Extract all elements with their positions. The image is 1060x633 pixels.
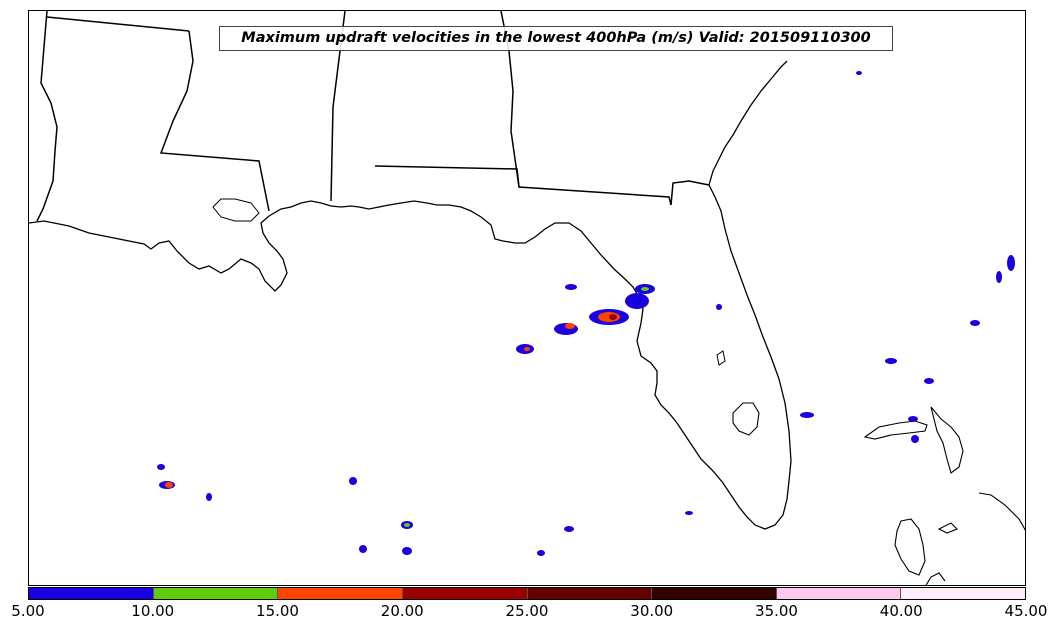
bahamas-island — [937, 522, 958, 534]
lake-okeechobee — [732, 402, 760, 436]
updraft-cell — [996, 271, 1002, 283]
updraft-cells — [157, 71, 1015, 556]
colorbar-segment — [652, 588, 777, 599]
colorbar-tick-label: 5.00 — [11, 602, 45, 620]
updraft-cell — [564, 526, 574, 532]
colorbar-tick-label: 40.00 — [879, 602, 923, 620]
updraft-cell — [206, 493, 212, 501]
updraft-cell — [716, 304, 722, 310]
state-border-ms-la — [159, 30, 270, 212]
bahamas-island — [863, 420, 928, 440]
bahamas-island — [930, 406, 964, 474]
updraft-cell — [524, 347, 530, 351]
state-border-ms-north — [46, 16, 190, 32]
basemap — [29, 11, 1025, 585]
colorbar — [28, 587, 1026, 600]
updraft-cell — [924, 378, 934, 384]
state-border-fl-ga — [670, 180, 710, 206]
updraft-cell — [609, 314, 617, 320]
colorbar-tick-label: 30.00 — [630, 602, 674, 620]
colorbar-segment — [278, 588, 403, 599]
colorbar-tick-label: 25.00 — [505, 602, 549, 620]
updraft-cell — [911, 435, 919, 443]
updraft-cell — [1007, 255, 1015, 271]
map-title: Maximum updraft velocities in the lowest… — [219, 26, 893, 51]
colorbar-segment — [901, 588, 1025, 599]
colorbar-tick-label: 20.00 — [380, 602, 424, 620]
updraft-cell — [537, 550, 545, 556]
lake — [212, 198, 260, 222]
bahamas-island — [978, 492, 1025, 531]
updraft-cell — [908, 416, 918, 422]
updraft-cell — [349, 477, 357, 485]
updraft-cell — [625, 293, 649, 309]
updraft-cell — [641, 287, 649, 291]
colorbar-tick-label: 35.00 — [755, 602, 798, 620]
colorbar-segment — [153, 588, 279, 599]
colorbar-segment — [527, 588, 653, 599]
colorbar-tick-label: 10.00 — [131, 602, 175, 620]
updraft-cell — [800, 412, 814, 418]
updraft-cell — [685, 511, 693, 515]
colorbar-tick-label: 45.00 — [1004, 602, 1048, 620]
map-frame: Maximum updraft velocities in the lowest… — [28, 10, 1026, 586]
colorbar-tick-label: 15.00 — [256, 602, 299, 620]
colorbar-segment — [402, 588, 528, 599]
updraft-cell — [565, 323, 575, 329]
state-border-la-ms — [36, 11, 58, 222]
updraft-cell — [165, 482, 173, 488]
colorbar-segment — [29, 588, 154, 599]
lake — [716, 350, 726, 366]
updraft-cell — [565, 284, 577, 290]
updraft-cell — [157, 464, 165, 470]
andros-island — [894, 518, 926, 576]
updraft-cell — [970, 320, 980, 326]
updraft-cell — [404, 523, 410, 527]
state-border-al-fl — [374, 165, 672, 206]
cuba-coast — [925, 572, 946, 585]
updraft-cell — [402, 547, 412, 555]
updraft-cell — [359, 545, 367, 553]
colorbar-segment — [776, 588, 902, 599]
updraft-cell — [885, 358, 897, 364]
gulf-coastline — [29, 60, 792, 530]
updraft-cell — [856, 71, 862, 75]
